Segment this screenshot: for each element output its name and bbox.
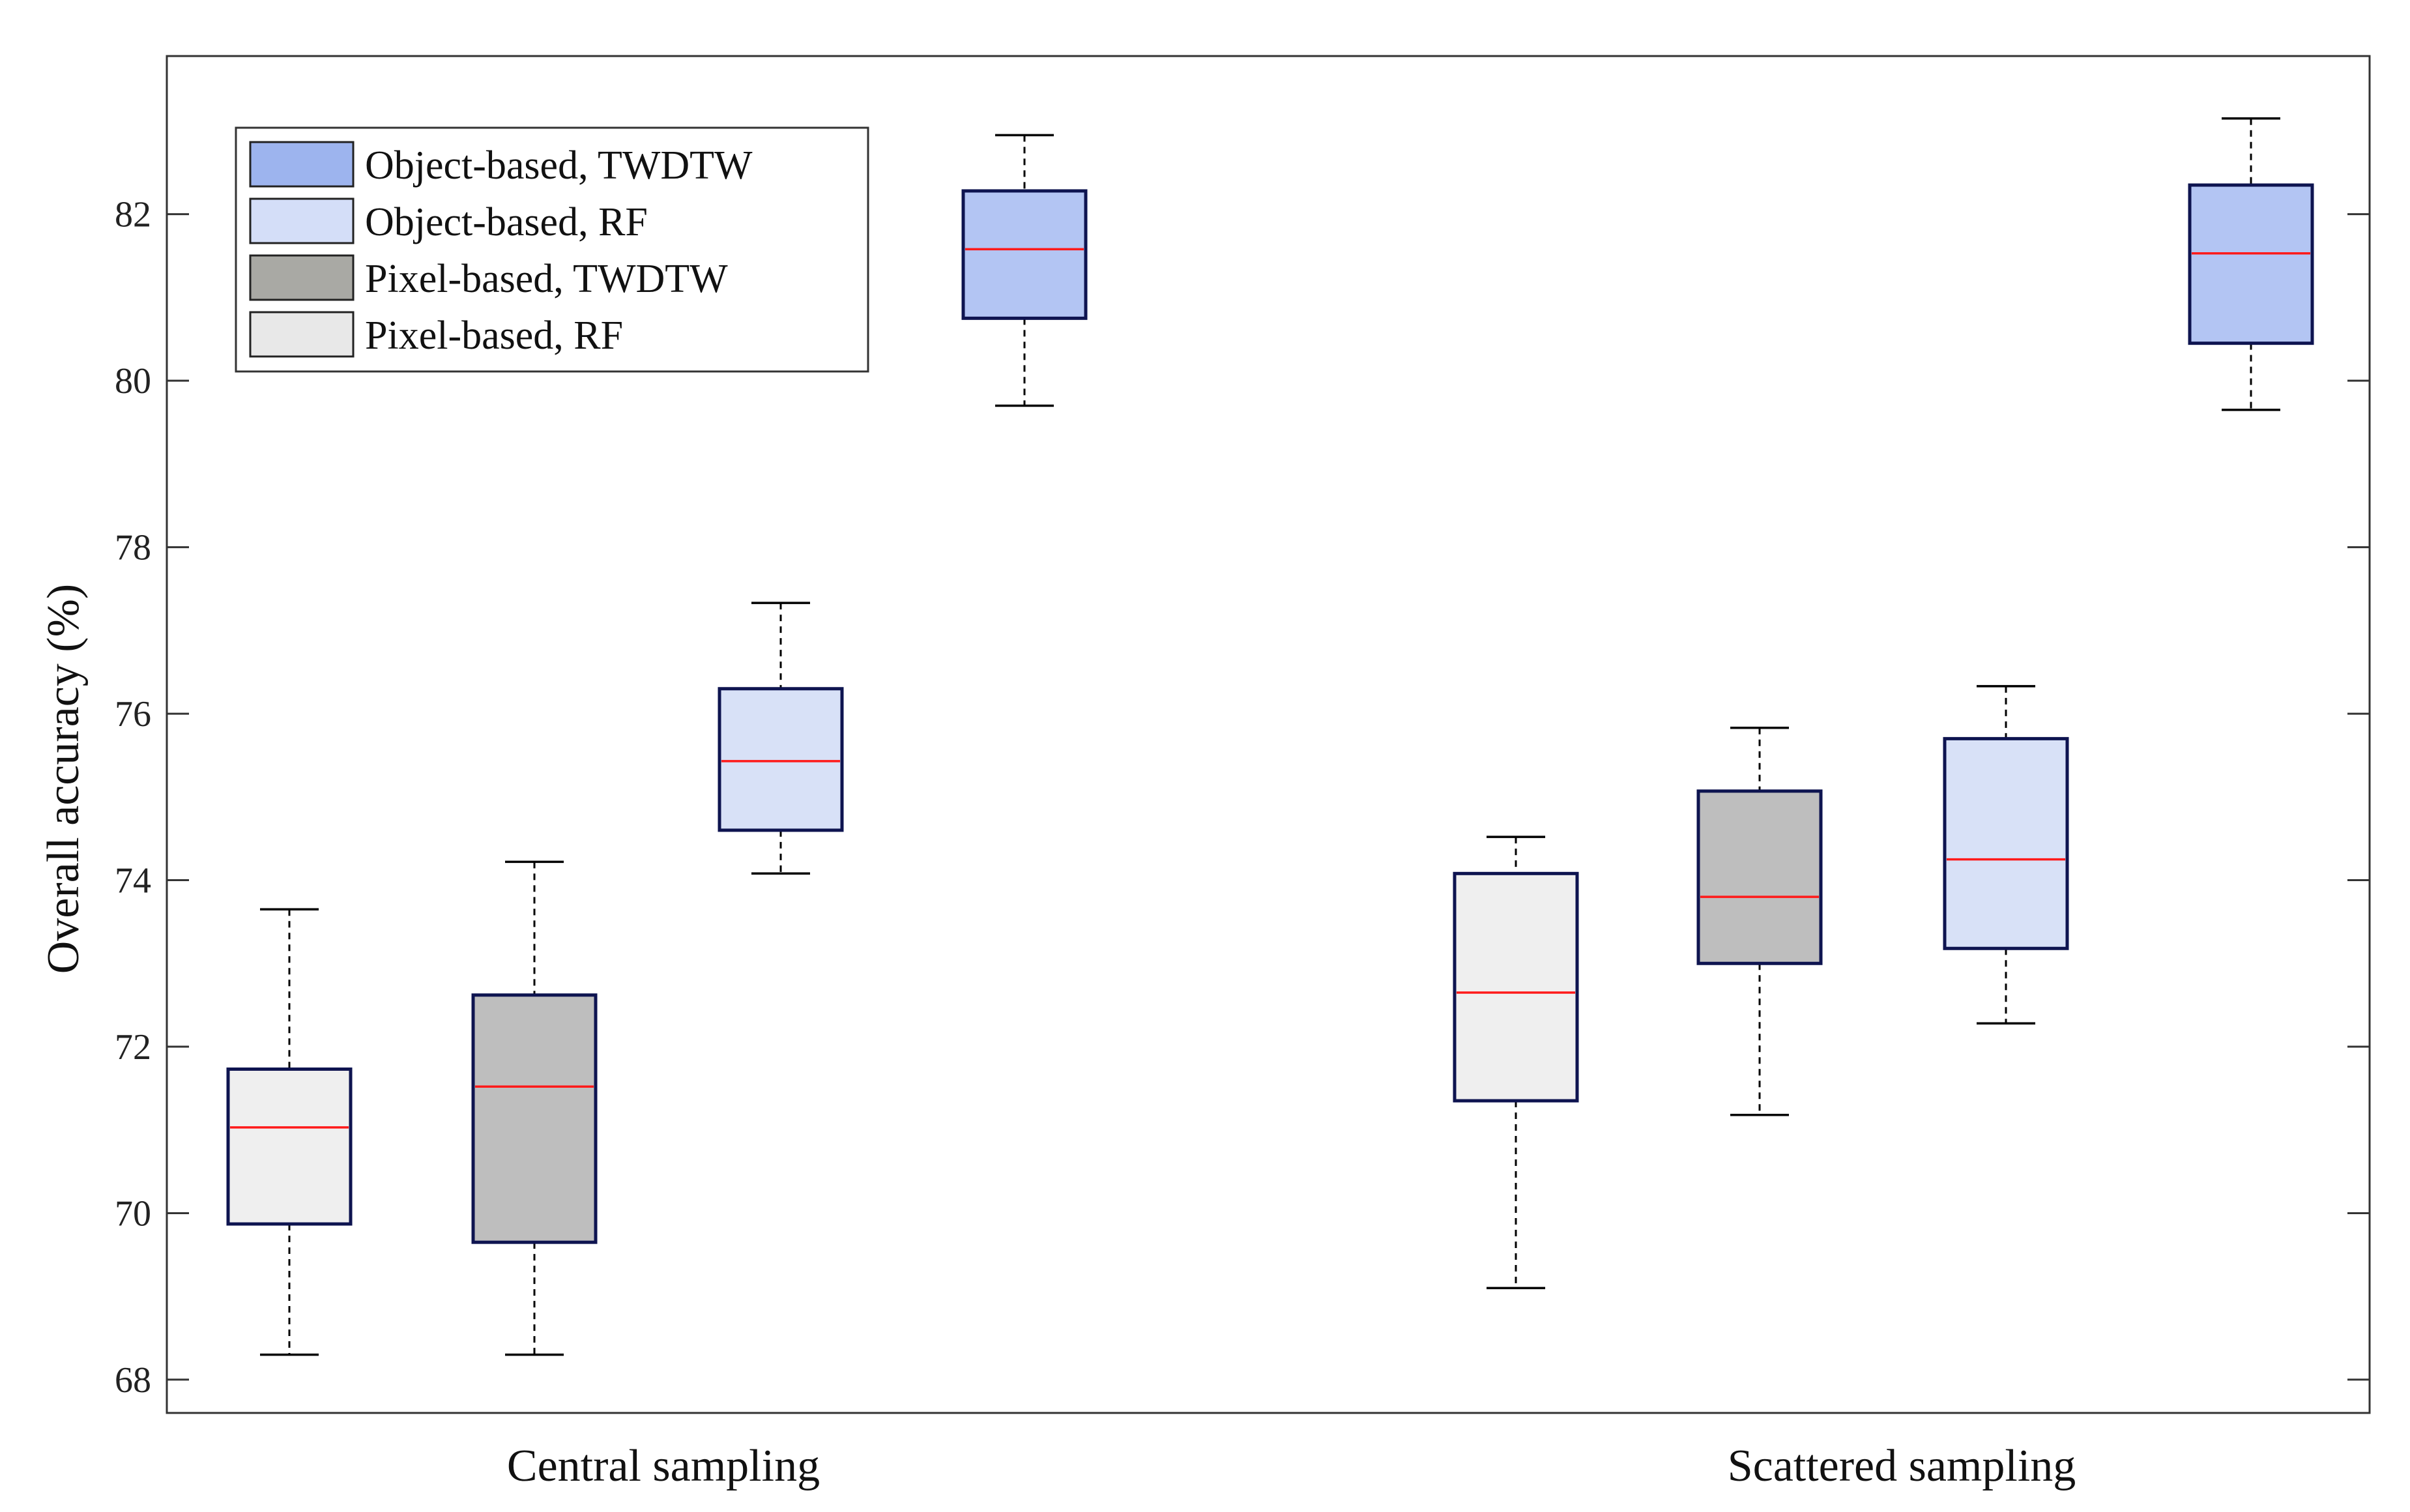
y-tick-label: 70 xyxy=(115,1193,151,1234)
legend-label: Object-based, TWDTW xyxy=(365,143,753,188)
box-pixel-based-rfcentral xyxy=(226,908,353,1356)
y-tick-label: 72 xyxy=(115,1027,151,1068)
box-pixel-based-rfscattered xyxy=(1453,836,1579,1290)
box-series xyxy=(226,117,2314,1356)
y-tick-label: 74 xyxy=(115,861,151,901)
box-body xyxy=(1943,736,2069,950)
y-tick-label: 76 xyxy=(115,694,151,734)
y-tick-label: 78 xyxy=(115,528,151,568)
legend-label: Object-based, RF xyxy=(365,200,648,244)
legend-swatch xyxy=(249,141,355,188)
box-object-based-rfscattered xyxy=(1943,685,2069,1025)
y-axis-label: Overall accuracy (%) xyxy=(38,584,89,974)
plot-area xyxy=(166,55,2371,1414)
legend-label: Pixel-based, RF xyxy=(365,313,623,358)
box-body xyxy=(1696,789,1823,965)
plot-frame xyxy=(166,55,2371,1414)
box-object-based-twdtwcentral xyxy=(961,134,1088,407)
box-pixel-based-twdtwcentral xyxy=(471,860,598,1356)
box-body xyxy=(2188,183,2314,345)
x-category-label: Central sampling xyxy=(507,1441,820,1491)
x-category-label: Scattered sampling xyxy=(1728,1441,2076,1491)
box-object-based-rfcentral xyxy=(718,602,844,875)
y-tick-label: 80 xyxy=(115,361,151,401)
legend-swatch xyxy=(249,254,355,301)
legend-swatch xyxy=(249,197,355,244)
y-tick-label: 68 xyxy=(115,1360,151,1401)
box-body xyxy=(718,687,844,832)
box-object-based-twdtwscattered xyxy=(2188,117,2314,411)
y-tick-label: 82 xyxy=(115,195,151,235)
box-body xyxy=(471,993,598,1244)
legend-swatch xyxy=(249,311,355,358)
box-pixel-based-twdtwscattered xyxy=(1696,727,1823,1116)
y-axis: 68 70 72 74 76 78 80 82 xyxy=(115,195,2370,1401)
box-body xyxy=(1453,871,1579,1103)
legend: Object-based, TWDTW Object-based, RF Pixel… xyxy=(235,126,869,373)
box-body xyxy=(961,189,1088,320)
box-body xyxy=(226,1067,353,1226)
x-axis: Central sampling Scattered sampling xyxy=(507,1441,2076,1491)
legend-label: Pixel-based, TWDTW xyxy=(365,257,728,301)
